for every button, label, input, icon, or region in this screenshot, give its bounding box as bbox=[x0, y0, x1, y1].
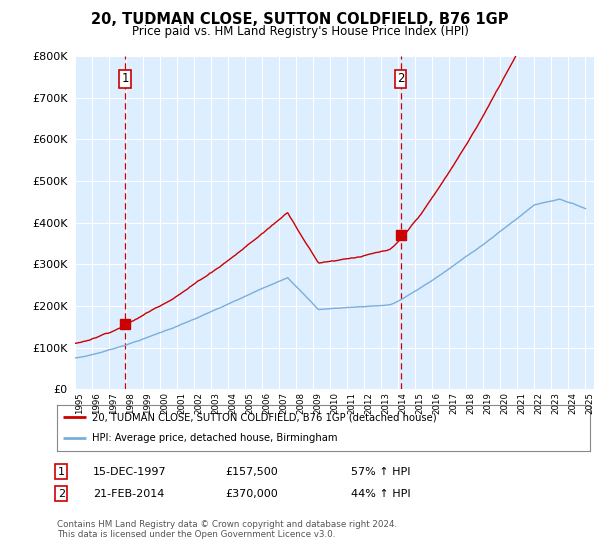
Text: 2024: 2024 bbox=[568, 392, 577, 414]
Text: 2009: 2009 bbox=[313, 392, 322, 414]
Text: 2022: 2022 bbox=[535, 392, 544, 414]
Text: 2016: 2016 bbox=[433, 392, 442, 414]
Text: 2002: 2002 bbox=[194, 392, 203, 414]
Text: 2018: 2018 bbox=[466, 392, 475, 414]
Text: 2023: 2023 bbox=[551, 392, 560, 414]
Text: 2007: 2007 bbox=[279, 392, 288, 414]
Text: 15-DEC-1997: 15-DEC-1997 bbox=[93, 466, 167, 477]
Text: 2000: 2000 bbox=[160, 392, 169, 414]
Text: 2021: 2021 bbox=[517, 392, 526, 414]
Text: 2013: 2013 bbox=[381, 392, 390, 414]
Text: 1997: 1997 bbox=[109, 392, 118, 414]
Text: 2017: 2017 bbox=[449, 392, 458, 414]
Text: 2008: 2008 bbox=[296, 392, 305, 414]
Text: 21-FEB-2014: 21-FEB-2014 bbox=[93, 489, 164, 499]
Text: 20, TUDMAN CLOSE, SUTTON COLDFIELD, B76 1GP (detached house): 20, TUDMAN CLOSE, SUTTON COLDFIELD, B76 … bbox=[92, 412, 436, 422]
Text: 2: 2 bbox=[58, 489, 65, 499]
Text: 2: 2 bbox=[397, 72, 404, 86]
Text: 2010: 2010 bbox=[330, 392, 339, 414]
Text: £370,000: £370,000 bbox=[225, 489, 278, 499]
Text: HPI: Average price, detached house, Birmingham: HPI: Average price, detached house, Birm… bbox=[92, 433, 337, 444]
Text: 1999: 1999 bbox=[143, 392, 152, 414]
Text: 1: 1 bbox=[58, 466, 65, 477]
Text: 2004: 2004 bbox=[228, 392, 237, 414]
Text: 2006: 2006 bbox=[262, 392, 271, 414]
Text: 2015: 2015 bbox=[415, 392, 424, 414]
Text: 2011: 2011 bbox=[347, 392, 356, 414]
Text: 1995: 1995 bbox=[75, 392, 84, 414]
Text: £157,500: £157,500 bbox=[225, 466, 278, 477]
Text: 2003: 2003 bbox=[211, 392, 220, 414]
Text: 1: 1 bbox=[122, 72, 129, 86]
Text: Contains HM Land Registry data © Crown copyright and database right 2024.
This d: Contains HM Land Registry data © Crown c… bbox=[57, 520, 397, 539]
Text: 1998: 1998 bbox=[126, 392, 135, 414]
Text: 2019: 2019 bbox=[484, 392, 493, 414]
Text: 2025: 2025 bbox=[586, 392, 595, 414]
Text: 44% ↑ HPI: 44% ↑ HPI bbox=[351, 489, 410, 499]
Text: 2012: 2012 bbox=[364, 392, 373, 414]
Text: 1996: 1996 bbox=[92, 392, 101, 414]
Text: 57% ↑ HPI: 57% ↑ HPI bbox=[351, 466, 410, 477]
Text: 2020: 2020 bbox=[500, 392, 509, 414]
Text: 20, TUDMAN CLOSE, SUTTON COLDFIELD, B76 1GP: 20, TUDMAN CLOSE, SUTTON COLDFIELD, B76 … bbox=[91, 12, 509, 27]
Text: 2001: 2001 bbox=[177, 392, 186, 414]
Text: Price paid vs. HM Land Registry's House Price Index (HPI): Price paid vs. HM Land Registry's House … bbox=[131, 25, 469, 38]
Text: 2005: 2005 bbox=[245, 392, 254, 414]
Text: 2014: 2014 bbox=[398, 392, 407, 414]
